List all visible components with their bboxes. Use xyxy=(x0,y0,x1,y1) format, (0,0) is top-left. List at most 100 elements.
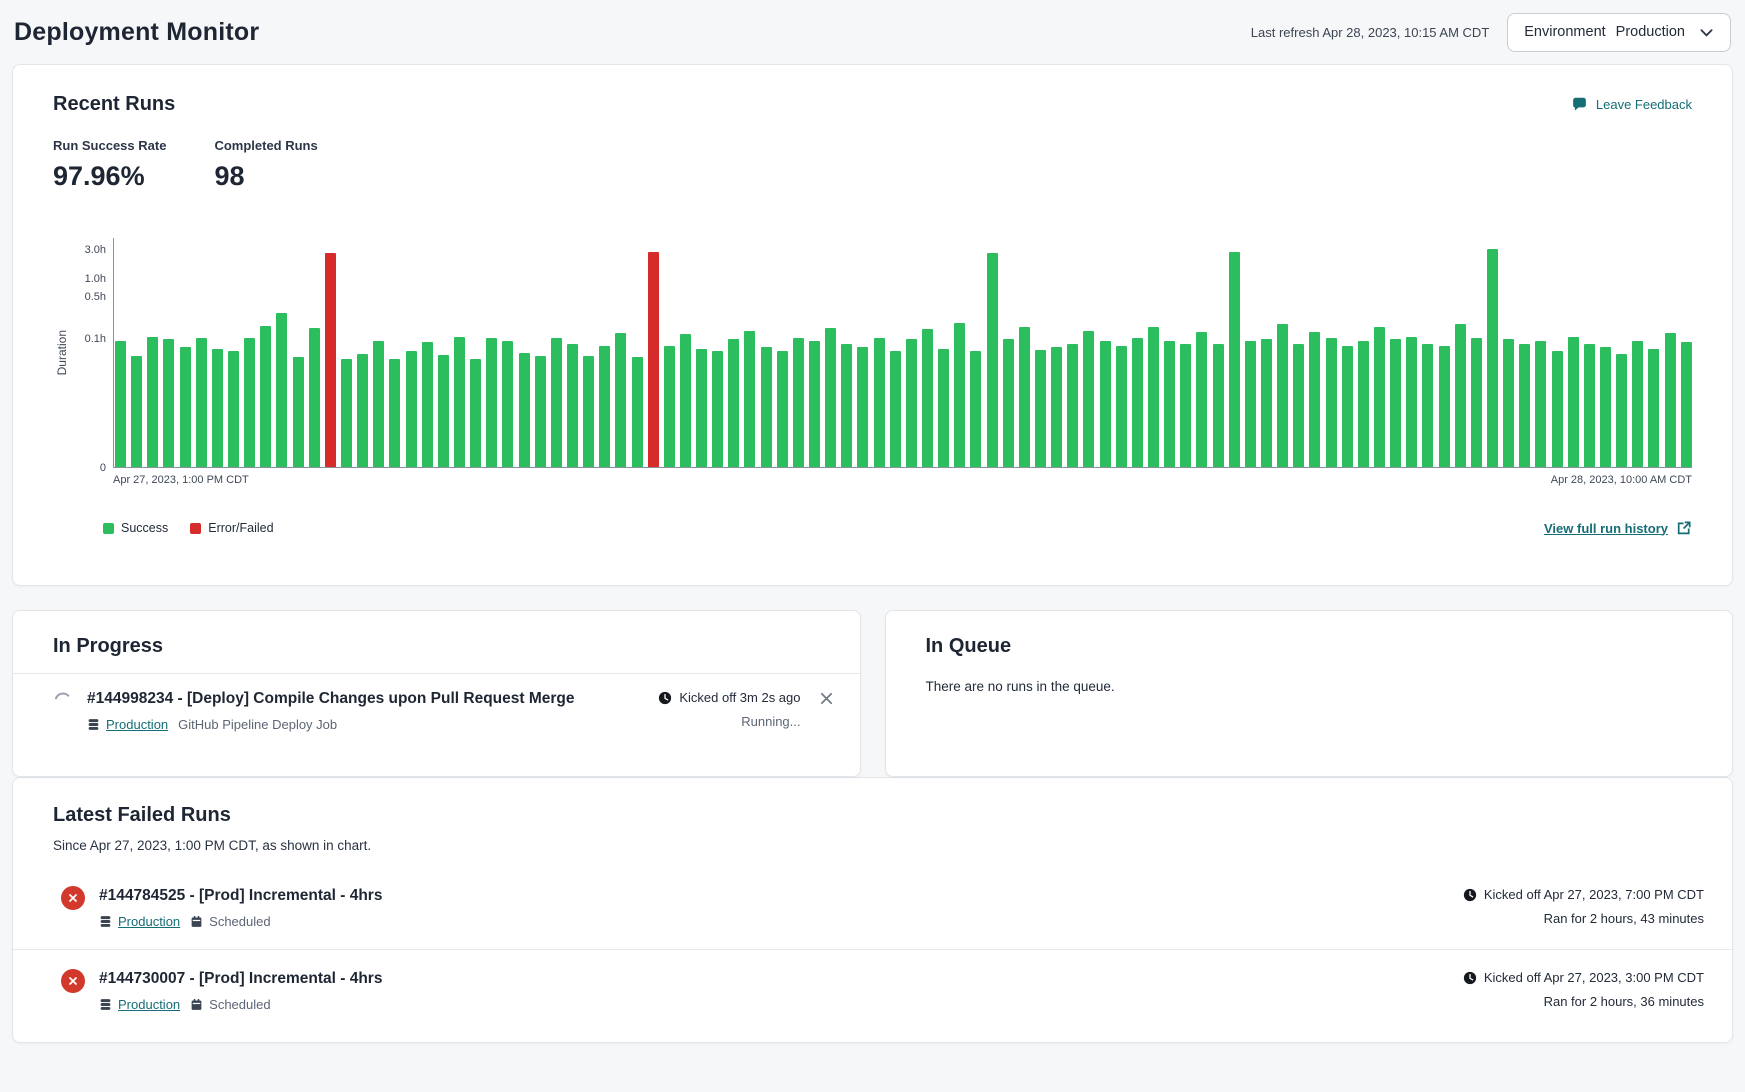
chart-bar-success[interactable] xyxy=(906,339,917,467)
chart-bar-success[interactable] xyxy=(406,351,417,467)
chart-bar-failed[interactable] xyxy=(648,252,659,467)
chart-bar-success[interactable] xyxy=(615,333,626,467)
chart-bar-success[interactable] xyxy=(680,334,691,467)
chart-bar-success[interactable] xyxy=(728,339,739,467)
chart-bar-success[interactable] xyxy=(422,342,433,467)
chart-bar-success[interactable] xyxy=(357,354,368,467)
chart-bar-success[interactable] xyxy=(147,337,158,467)
chart-bar-success[interactable] xyxy=(1213,344,1224,467)
chart-bar-success[interactable] xyxy=(567,344,578,467)
chart-bar-success[interactable] xyxy=(1455,324,1466,467)
chart-bar-success[interactable] xyxy=(1309,332,1320,467)
chart-bar-success[interactable] xyxy=(502,341,513,467)
chart-bar-success[interactable] xyxy=(1503,339,1514,467)
chart-bar-success[interactable] xyxy=(1568,337,1579,467)
chart-bar-success[interactable] xyxy=(1487,249,1498,467)
chart-bar-success[interactable] xyxy=(987,253,998,467)
chart-bar-success[interactable] xyxy=(761,347,772,467)
chart-bar-success[interactable] xyxy=(1326,338,1337,467)
chart-bar-success[interactable] xyxy=(1422,344,1433,467)
chart-bar-success[interactable] xyxy=(857,347,868,467)
chart-bar-success[interactable] xyxy=(922,329,933,467)
chart-bar-success[interactable] xyxy=(260,326,271,467)
chart-bar-success[interactable] xyxy=(1051,347,1062,467)
chart-bar-success[interactable] xyxy=(1358,341,1369,467)
chart-bar-success[interactable] xyxy=(454,337,465,467)
chart-bar-success[interactable] xyxy=(1648,349,1659,467)
chart-bar-success[interactable] xyxy=(1164,341,1175,467)
chart-bar-success[interactable] xyxy=(712,351,723,467)
chart-bar-success[interactable] xyxy=(551,338,562,467)
chart-bar-success[interactable] xyxy=(1245,341,1256,467)
chart-bar-success[interactable] xyxy=(438,355,449,467)
chart-bar-success[interactable] xyxy=(744,331,755,467)
chart-bar-success[interactable] xyxy=(228,351,239,467)
chart-bar-success[interactable] xyxy=(874,338,885,467)
chart-bar-success[interactable] xyxy=(212,349,223,467)
chart-bar-success[interactable] xyxy=(970,351,981,467)
chart-bar-success[interactable] xyxy=(1471,338,1482,467)
chart-bar-success[interactable] xyxy=(470,359,481,467)
chart-bar-success[interactable] xyxy=(1681,342,1692,467)
chart-bar-success[interactable] xyxy=(244,338,255,467)
chart-bar-success[interactable] xyxy=(1406,337,1417,467)
chart-bar-success[interactable] xyxy=(777,351,788,468)
chart-bar-success[interactable] xyxy=(1616,354,1627,467)
chart-bar-success[interactable] xyxy=(1277,324,1288,467)
chart-bar-success[interactable] xyxy=(1584,344,1595,467)
chart-bar-success[interactable] xyxy=(954,323,965,467)
chart-bar-success[interactable] xyxy=(1132,338,1143,467)
chart-bar-success[interactable] xyxy=(1439,346,1450,467)
chart-bar-success[interactable] xyxy=(131,356,142,467)
chart-bar-success[interactable] xyxy=(1261,339,1272,467)
legend-item-error-failed[interactable]: Error/Failed xyxy=(190,521,273,535)
chart-bar-success[interactable] xyxy=(1390,339,1401,467)
leave-feedback-link[interactable]: Leave Feedback xyxy=(1571,96,1692,113)
chart-bar-success[interactable] xyxy=(1148,327,1159,467)
chart-bar-success[interactable] xyxy=(1632,341,1643,467)
chart-bar-success[interactable] xyxy=(1552,351,1563,467)
chart-bar-success[interactable] xyxy=(1100,341,1111,467)
chart-bar-success[interactable] xyxy=(1600,347,1611,467)
chart-bar-failed[interactable] xyxy=(325,253,336,467)
chart-bar-success[interactable] xyxy=(519,353,530,467)
chart-bar-success[interactable] xyxy=(938,349,949,467)
chart-bar-success[interactable] xyxy=(1035,350,1046,467)
chart-bar-success[interactable] xyxy=(163,339,174,467)
chart-bar-success[interactable] xyxy=(599,346,610,467)
chart-bar-success[interactable] xyxy=(389,359,400,467)
environment-link[interactable]: Production xyxy=(87,717,168,732)
environment-link[interactable]: Production xyxy=(99,914,180,929)
chart-bar-success[interactable] xyxy=(1374,327,1385,467)
chart-bar-success[interactable] xyxy=(1003,339,1014,467)
chart-bar-success[interactable] xyxy=(309,328,320,468)
chart-bar-success[interactable] xyxy=(890,351,901,467)
chart-bar-success[interactable] xyxy=(1535,341,1546,467)
chart-bar-success[interactable] xyxy=(1196,332,1207,467)
chart-bar-success[interactable] xyxy=(373,341,384,467)
chart-bar-success[interactable] xyxy=(1116,346,1127,467)
chart-bar-success[interactable] xyxy=(535,356,546,467)
chart-bar-success[interactable] xyxy=(1342,346,1353,467)
chart-bar-success[interactable] xyxy=(1180,344,1191,467)
chart-bar-success[interactable] xyxy=(1293,344,1304,467)
chart-bar-success[interactable] xyxy=(196,338,207,467)
chart-bar-success[interactable] xyxy=(793,338,804,467)
chart-bar-success[interactable] xyxy=(583,356,594,467)
chart-bar-success[interactable] xyxy=(1067,344,1078,467)
chart-bar-success[interactable] xyxy=(664,346,675,467)
view-full-run-history-link[interactable]: View full run history xyxy=(1544,520,1692,536)
chart-bar-success[interactable] xyxy=(293,357,304,467)
chart-bar-success[interactable] xyxy=(809,341,820,467)
chart-bar-success[interactable] xyxy=(1519,344,1530,467)
legend-item-success[interactable]: Success xyxy=(103,521,168,535)
chart-bar-success[interactable] xyxy=(115,341,126,467)
chart-bar-success[interactable] xyxy=(696,349,707,467)
environment-select[interactable]: Environment Production xyxy=(1507,13,1731,52)
chart-bar-success[interactable] xyxy=(841,344,852,467)
chart-bar-success[interactable] xyxy=(180,347,191,467)
cancel-run-button[interactable] xyxy=(817,689,836,708)
chart-bar-success[interactable] xyxy=(341,359,352,467)
chart-bar-success[interactable] xyxy=(276,313,287,467)
chart-bar-success[interactable] xyxy=(1019,327,1030,467)
